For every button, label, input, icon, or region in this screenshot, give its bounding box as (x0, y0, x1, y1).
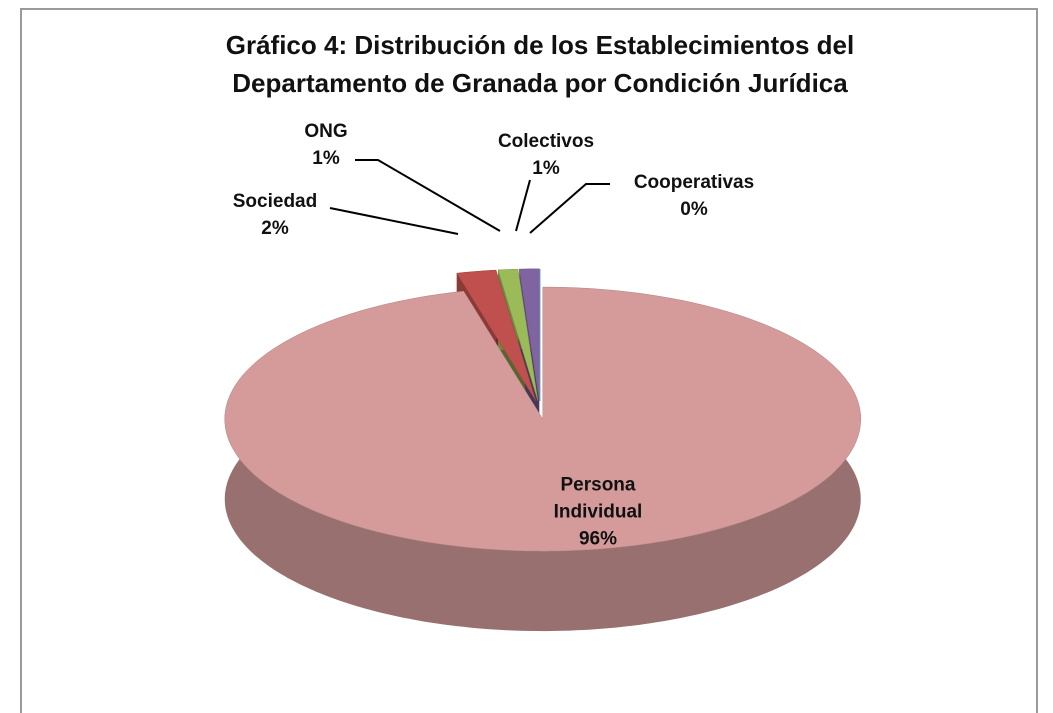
slice-label: Colectivos 1% (498, 128, 594, 182)
category-label: ONG (304, 121, 348, 142)
slice-label: Persona Individual 96% (528, 472, 668, 553)
chart-frame (20, 8, 1038, 713)
leader-line (329, 207, 459, 235)
pie (224, 268, 861, 632)
leader-line (355, 159, 501, 232)
slice-label: Sociedad 2% (233, 188, 317, 242)
leader-line (515, 179, 531, 232)
value-label: 1% (312, 148, 340, 169)
slice (519, 268, 540, 401)
slice-label: Cooperativas 0% (634, 169, 754, 223)
value-label: 96% (578, 528, 618, 550)
value-label: 1% (532, 158, 560, 179)
slice-label: ONG 1% (304, 118, 347, 172)
chart-title: Gráfico 4: Distribución de los Estableci… (225, 30, 855, 98)
category-label: Cooperativas (633, 172, 755, 193)
value-label: 2% (261, 218, 289, 239)
leader-line (529, 183, 610, 234)
slice (456, 269, 537, 402)
category-label: Persona Individual (553, 474, 643, 523)
category-label: Colectivos (497, 131, 595, 152)
value-label: 0% (680, 199, 708, 220)
slice (497, 268, 539, 401)
category-label: Sociedad (232, 191, 318, 212)
slice (224, 286, 861, 552)
